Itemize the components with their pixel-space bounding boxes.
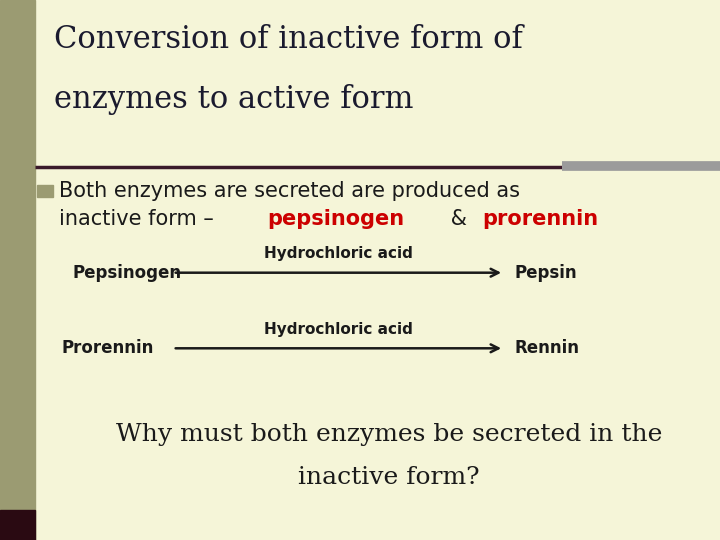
Text: enzymes to active form: enzymes to active form <box>54 84 413 114</box>
Bar <box>37 185 53 197</box>
Text: Why must both enzymes be secreted in the: Why must both enzymes be secreted in the <box>116 423 662 446</box>
Text: Prorennin: Prorennin <box>61 339 153 357</box>
Text: inactive form?: inactive form? <box>298 467 480 489</box>
Text: prorennin: prorennin <box>482 209 598 230</box>
Text: &: & <box>444 209 474 230</box>
Text: Pepsin: Pepsin <box>515 264 577 282</box>
Text: inactive form –: inactive form – <box>59 209 220 230</box>
Text: Both enzymes are secreted are produced as: Both enzymes are secreted are produced a… <box>59 180 520 201</box>
Text: pepsinogen: pepsinogen <box>267 209 405 230</box>
Text: Hydrochloric acid: Hydrochloric acid <box>264 322 413 337</box>
Text: Rennin: Rennin <box>515 339 580 357</box>
Text: Hydrochloric acid: Hydrochloric acid <box>264 246 413 261</box>
Bar <box>0 510 35 540</box>
Text: Pepsinogen: Pepsinogen <box>72 264 181 282</box>
Bar <box>0 0 35 540</box>
Text: Conversion of inactive form of: Conversion of inactive form of <box>54 24 523 55</box>
